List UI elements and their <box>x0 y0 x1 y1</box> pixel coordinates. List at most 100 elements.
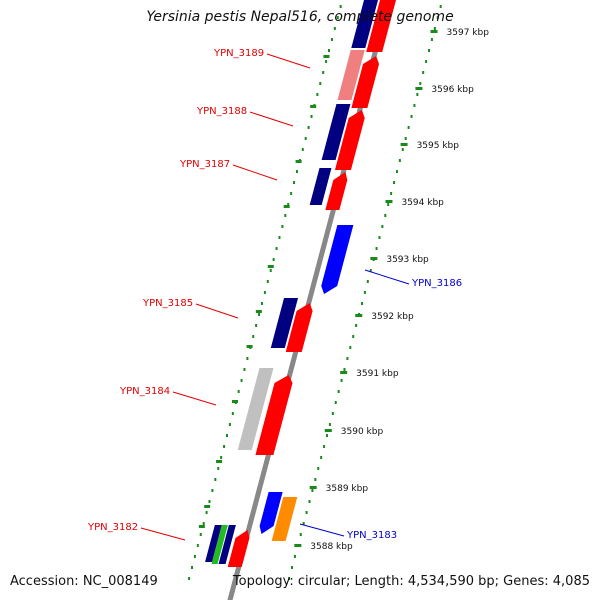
ruler-dot <box>217 467 220 470</box>
ruler-dot <box>214 478 217 481</box>
gene-block-red <box>255 375 293 455</box>
ruler-dot <box>366 280 369 283</box>
gene-block-grey <box>237 368 274 450</box>
ruler-dot <box>310 115 313 118</box>
ruler-dot <box>188 577 191 580</box>
gene-block-green <box>211 525 228 564</box>
gene-label[interactable]: YPN_3187 <box>179 159 230 170</box>
ruler-major-tick <box>232 400 238 403</box>
ruler-dot <box>384 214 387 217</box>
ruler-dot <box>336 16 339 19</box>
ruler-dot <box>191 566 194 569</box>
ruler-dot <box>339 5 342 8</box>
ruler-major-tick <box>385 200 393 203</box>
ruler-tick-label: 3597 kbp <box>447 28 490 38</box>
gene-block-red <box>325 172 348 210</box>
ruler-dot <box>363 291 366 294</box>
ruler-major-tick <box>309 486 317 489</box>
ruler-dot <box>413 104 416 107</box>
ruler-major-tick <box>216 460 223 463</box>
ruler-dot <box>284 214 287 217</box>
ruler-dot <box>243 368 246 371</box>
ruler-dot <box>323 445 326 448</box>
ruler-dot <box>199 533 202 536</box>
ruler-dot <box>211 489 214 492</box>
ruler-major-tick <box>267 265 274 268</box>
ruler-dot <box>246 357 249 360</box>
gene-label[interactable]: YPN_3182 <box>87 522 138 533</box>
gene-block-navy <box>351 0 378 48</box>
genome-title: Yersinia pestis Nepal516, complete genom… <box>146 9 454 25</box>
gene-label[interactable]: YPN_3183 <box>346 530 397 541</box>
gene-label-leader <box>249 111 294 127</box>
ruler-dot <box>311 489 314 492</box>
ruler-dot <box>340 379 343 382</box>
ruler-tick-label: 3595 kbp <box>417 141 460 151</box>
ruler-dot <box>287 203 290 206</box>
gene-label[interactable]: YPN_3189 <box>213 48 264 59</box>
gene-block-blue <box>321 225 354 294</box>
ruler-major-tick <box>340 371 348 374</box>
ruler-dot <box>290 192 293 195</box>
ruler-dot <box>439 5 442 8</box>
gene-block-red <box>366 0 396 52</box>
ruler-dot <box>422 71 425 74</box>
ruler-dot <box>263 291 266 294</box>
ruler-major-tick <box>324 429 332 432</box>
ruler-dot <box>308 500 311 503</box>
gene-block-red <box>334 110 365 170</box>
ruler-dot <box>398 159 401 162</box>
ruler-dot <box>269 269 272 272</box>
ruler-dot <box>295 170 298 173</box>
ruler-major-tick <box>255 310 262 313</box>
gene-label-leader <box>140 527 186 541</box>
ruler-major-tick <box>323 55 330 58</box>
ruler-dot <box>278 236 281 239</box>
ruler-dot <box>258 313 261 316</box>
ruler-tick-label: 3593 kbp <box>386 255 429 265</box>
topology-text: Topology: circular; Length: 4,534,590 bp… <box>232 574 590 589</box>
ruler-dot <box>407 126 410 129</box>
ruler-dot <box>369 269 372 272</box>
ruler-tick-label: 3589 kbp <box>326 484 369 494</box>
ruler-dot <box>325 60 328 63</box>
ruler-dot <box>410 115 413 118</box>
gene-label[interactable]: YPN_3186 <box>411 278 462 289</box>
gene-block-red <box>351 56 380 108</box>
ruler-major-tick <box>283 205 290 208</box>
gene-label-leader <box>195 303 239 319</box>
ruler-dot <box>387 203 390 206</box>
ruler-dot <box>193 555 196 558</box>
ruler-dot <box>333 27 336 30</box>
ruler-dot <box>346 357 349 360</box>
gene-label-leader <box>232 164 278 181</box>
ruler-dot <box>381 225 384 228</box>
gene-block-blue <box>259 492 283 534</box>
ruler-dot <box>275 247 278 250</box>
ruler-dot <box>288 577 291 580</box>
ruler-dot <box>337 390 340 393</box>
gene-label[interactable]: YPN_3188 <box>196 106 247 117</box>
ruler-dot <box>328 49 331 52</box>
ruler-dot <box>416 93 419 96</box>
ruler-dot <box>395 170 398 173</box>
ruler-major-tick <box>295 160 302 163</box>
gene-block-red <box>285 303 313 352</box>
ruler-major-tick <box>400 143 408 146</box>
ruler-tick-label: 3596 kbp <box>431 85 474 95</box>
ruler-dot <box>428 49 431 52</box>
ruler-dot <box>355 324 358 327</box>
ruler-dot <box>293 555 296 558</box>
gene-label-leader <box>172 391 217 406</box>
gene-label[interactable]: YPN_3185 <box>142 298 193 309</box>
ruler-major-tick <box>370 257 378 260</box>
ruler-major-tick <box>355 314 363 317</box>
ruler-major-tick <box>310 105 317 108</box>
ruler-dot <box>223 445 226 448</box>
gene-label-leader <box>266 53 311 69</box>
ruler-major-tick <box>204 505 211 508</box>
ruler-dot <box>196 544 199 547</box>
gene-label[interactable]: YPN_3184 <box>119 386 170 397</box>
ruler-dot <box>301 148 304 151</box>
